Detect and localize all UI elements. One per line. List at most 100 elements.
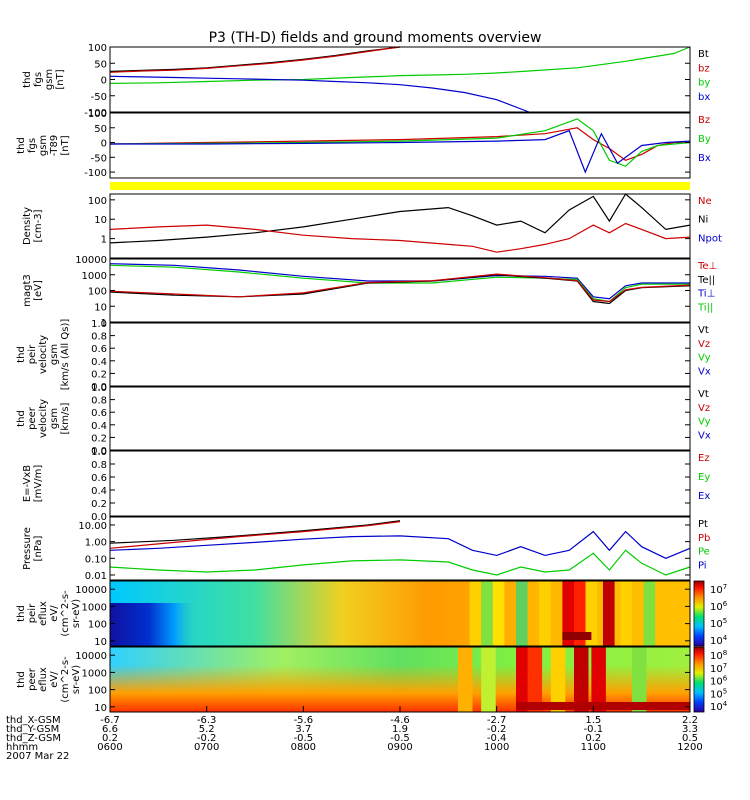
panel-e_field: 1.0 0.8 0.6 0.4 0.2 0.0 E=-VxB [mV/m] Ez Ey Ex [22, 447, 710, 523]
x-tick-label: 2.2 [682, 715, 698, 726]
y-tick-label: 0.0 [91, 382, 107, 393]
y-tick-label: 0.6 [91, 344, 107, 355]
y-axis-label: gsm [49, 344, 60, 365]
x-axis-row-label: 2007 Mar 22 [6, 751, 69, 762]
y-axis-label: thd [16, 410, 27, 427]
spectrogram-band [574, 581, 586, 646]
colorbar-tick-label: 106 [710, 675, 728, 688]
legend-vy: Vy [698, 353, 711, 364]
y-axis-label: velocity [38, 399, 49, 438]
colorbar-tick-label: 107 [710, 583, 727, 596]
y-tick-label: -100 [84, 108, 107, 119]
y-axis-label: [km/s] [60, 402, 71, 434]
series-pt [109, 520, 401, 544]
panel-frame [109, 112, 691, 179]
spectrogram-band [527, 647, 543, 712]
y-tick-label: 100 [88, 109, 107, 120]
y-tick-label: 0.8 [91, 332, 107, 343]
colorbar-tick-label: 108 [710, 649, 727, 662]
legend-vt: Vt [698, 389, 709, 400]
y-axis-label: [nT] [60, 135, 71, 155]
y-axis-label: eV/ [49, 605, 60, 622]
legend-ti-: Ti⊥ [697, 289, 715, 300]
y-tick-label: 0 [101, 76, 107, 87]
colorbar-tick-label: 106 [710, 600, 728, 613]
legend-te-: Te⊥ [697, 261, 717, 272]
y-tick-label: 100 [88, 43, 107, 54]
panel-frame [109, 193, 691, 259]
y-axis-label: fgs [33, 72, 44, 87]
legend-ti--: Ti|| [697, 302, 713, 313]
x-tick-label: -6.7 [100, 715, 120, 726]
x-tick-label: 0.2 [585, 733, 601, 744]
spectrogram-band [469, 581, 482, 646]
y-axis-label: [km/s (All Qs)] [60, 319, 71, 391]
y-tick-label: 10 [94, 703, 107, 714]
y-tick-label: 1000 [82, 271, 107, 282]
y-tick-label: 10 [94, 637, 107, 648]
x-tick-label: -0.2 [487, 724, 507, 735]
series-pi [109, 530, 691, 559]
spectrogram-band [562, 632, 592, 640]
y-axis-label: peir [27, 344, 38, 364]
x-tick-label: 0800 [291, 742, 316, 753]
y-tick-label: 1.0 [91, 319, 107, 330]
y-tick-label: 1.0 [91, 447, 107, 458]
series-bt [109, 46, 401, 72]
panel-frame [109, 580, 691, 647]
y-tick-label: 0.6 [91, 473, 107, 484]
y-axis-label: [nT] [55, 69, 66, 89]
y-axis-label: velocity [38, 335, 49, 374]
x-tick-label: -5.6 [294, 715, 314, 726]
x-tick-label: 0600 [97, 742, 122, 753]
legend-pb: Pb [698, 533, 710, 544]
colorbar [693, 580, 705, 647]
panel-frame [109, 386, 691, 451]
y-axis-label: fgs [27, 138, 38, 153]
x-tick-label: -6.3 [197, 715, 217, 726]
y-tick-label: 1000 [82, 668, 107, 679]
legend-pi: Pi [698, 560, 707, 571]
series-pb [109, 521, 401, 549]
legend-vx: Vx [698, 366, 711, 377]
y-tick-label: 100 [88, 620, 107, 631]
x-axis-row-label: thd_Z-GSM [6, 733, 61, 744]
y-tick-label: 0.2 [91, 369, 107, 380]
y-tick-label: 1000 [82, 602, 107, 613]
y-tick-label: 1.00 [85, 538, 107, 549]
y-tick-label: 10 [94, 215, 107, 226]
x-axis-row-label: thd_X-GSM [6, 715, 61, 726]
y-axis-label: thd [16, 137, 27, 154]
y-tick-label: 100 [88, 196, 107, 207]
spectrogram-band [603, 581, 615, 646]
colorbar-tick-label: 104 [710, 634, 728, 647]
y-axis-label: thd [22, 71, 33, 88]
panel-peir_velocity: 1.0 0.80.6 0.40.2 0.0 thd peir velocity gsm [km/… [16, 319, 711, 393]
y-axis-label: peer [27, 667, 38, 691]
spectrogram-band [516, 702, 690, 710]
legend-bt: Bt [698, 49, 709, 60]
legend-vz: Vz [698, 403, 710, 414]
spectrogram-band [539, 581, 551, 646]
legend-ez: Ez [698, 453, 710, 464]
y-axis-label: gsm [49, 408, 60, 429]
legend-ex: Ex [698, 491, 710, 502]
panel-peir_eflux: 107 106 105 104 10000 1000 100 10 thd peir eflux eV… [16, 580, 728, 648]
panel-fgs: 100 50 0 -50 -100 thd fgs gsm [nT] Bt bz by bx [22, 43, 710, 119]
legend-te--: Te|| [697, 275, 715, 286]
y-axis-label: [cm-3] [33, 209, 44, 242]
y-tick-label: 0.2 [91, 499, 107, 510]
series-pe [109, 549, 691, 576]
legend-ni: Ni [698, 215, 708, 226]
colorbar-tick-label: 104 [710, 700, 728, 713]
legend-vz: Vz [698, 339, 710, 350]
x-tick-label: 1100 [581, 742, 606, 753]
y-axis-label: peer [27, 406, 38, 430]
spectrogram-band [458, 647, 473, 712]
series-bz [109, 46, 401, 73]
y-tick-label: 100 [88, 686, 107, 697]
y-axis-label: sr-eV) [71, 599, 82, 628]
series-by [109, 46, 691, 84]
colorbar [693, 646, 705, 713]
